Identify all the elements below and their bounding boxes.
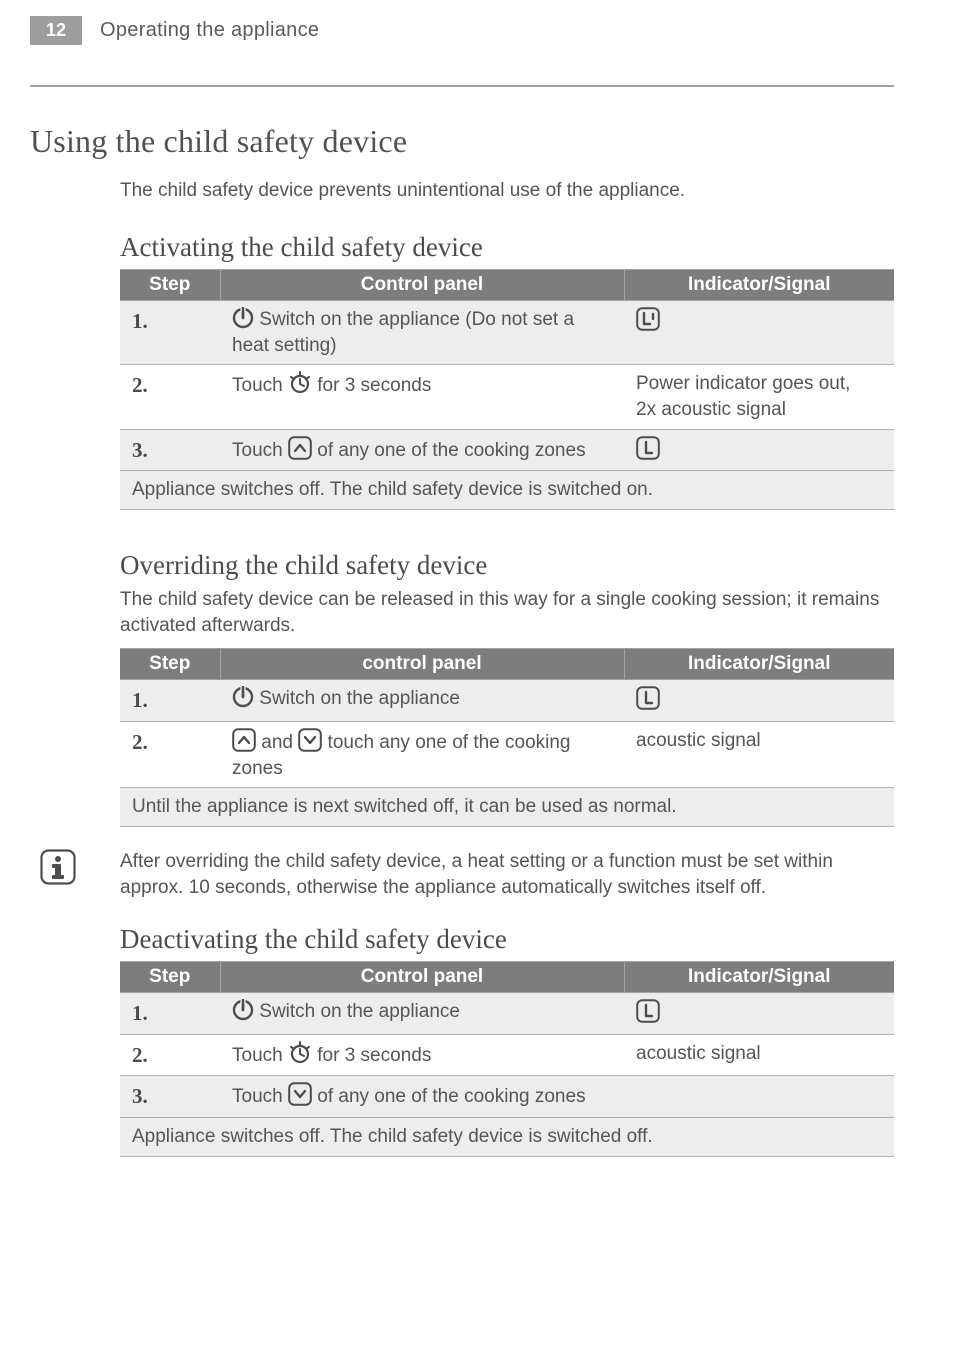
up-icon [288,436,312,460]
activate-table: Step Control panel Indicator/Signal 1. S… [120,269,894,510]
table-row: 1. Switch on the appliance [120,992,894,1034]
manual-page: 12 Operating the appliance Using the chi… [0,0,954,1229]
up-icon [232,728,256,752]
th-control: Control panel [220,961,624,992]
th-control: Control panel [220,270,624,301]
step-number: 3. [132,1084,148,1108]
cell-control: Switch on the appliance [220,992,624,1034]
override-heading: Overriding the child safety device [120,550,894,581]
cell-control: Touch for 3 seconds [220,1034,624,1076]
down-icon [298,728,322,752]
display-icon [636,307,660,331]
cell-text: of any one of the cooking zones [312,1086,586,1107]
table-row: 3. Touch of any one of the cooking zones [120,1076,894,1118]
cell-control: and touch any one of the cooking zones [220,721,624,787]
th-control: control panel [220,649,624,680]
th-indicator: Indicator/Signal [624,961,894,992]
cell-text: for 3 seconds [312,1045,431,1066]
cell-text: for 3 seconds [312,375,431,396]
page-number-badge: 12 [30,16,82,45]
cell-text: Switch on the appliance [254,688,460,709]
timer-icon [288,1041,312,1065]
table-row: 2. Touch for 3 seconds acoustic signal [120,1034,894,1076]
section-title: Using the child safety device [30,123,894,160]
timer-icon [288,371,312,395]
step-number: 1. [132,688,148,712]
cell-indicator: acoustic signal [624,1034,894,1076]
activate-heading: Activating the child safety device [120,232,894,263]
step-number: 2. [132,373,148,397]
cell-indicator: Power indicator goes out, 2x acoustic si… [624,365,894,429]
power-icon [232,999,254,1021]
cell-text: Touch [232,440,288,461]
step-number: 2. [132,1043,148,1067]
table-footer: Until the appliance is next switched off… [120,788,894,827]
running-header: 12 Operating the appliance [30,16,894,45]
table-footer-row: Until the appliance is next switched off… [120,788,894,827]
cell-text: Touch [232,375,288,396]
cell-control: Switch on the appliance [220,680,624,722]
th-step: Step [120,649,220,680]
display-icon [636,686,660,710]
step-number: 3. [132,438,148,462]
cell-indicator: acoustic signal [624,721,894,787]
cell-control: Touch of any one of the cooking zones [220,429,624,471]
cell-indicator [624,301,894,365]
table-row: 2. and touch any one of the cooking zone… [120,721,894,787]
table-footer-row: Appliance switches off. The child safety… [120,471,894,510]
cell-text: of any one of the cooking zones [312,440,586,461]
cell-control: Touch for 3 seconds [220,365,624,429]
cell-control: Touch of any one of the cooking zones [220,1076,894,1118]
table-row: 1. Switch on the appliance [120,680,894,722]
info-note: After overriding the child safety device… [30,849,894,902]
cell-indicator [624,429,894,471]
table-footer: Appliance switches off. The child safety… [120,1117,894,1156]
section-intro: The child safety device prevents uninten… [120,178,894,205]
step-number: 2. [132,730,148,754]
cell-text: Touch [232,1086,288,1107]
cell-text: Touch [232,1045,288,1066]
th-step: Step [120,270,220,301]
cell-indicator [624,680,894,722]
display-icon [636,436,660,460]
table-row: 1. Switch on the appliance (Do not set a… [120,301,894,365]
cell-text: Switch on the appliance (Do not set a he… [232,309,574,356]
display-icon [636,999,660,1023]
info-icon [40,849,76,885]
deactivate-table: Step Control panel Indicator/Signal 1. S… [120,961,894,1157]
chapter-title: Operating the appliance [100,19,319,42]
down-icon [288,1082,312,1106]
table-footer-row: Appliance switches off. The child safety… [120,1117,894,1156]
power-icon [232,686,254,708]
cell-text: and [256,732,298,753]
info-note-text: After overriding the child safety device… [120,849,894,902]
deactivate-heading: Deactivating the child safety device [120,924,894,955]
cell-control: Switch on the appliance (Do not set a he… [220,301,624,365]
th-step: Step [120,961,220,992]
step-number: 1. [132,1001,148,1025]
th-indicator: Indicator/Signal [624,270,894,301]
table-row: 3. Touch of any one of the cooking zones [120,429,894,471]
step-number: 1. [132,309,148,333]
table-row: 2. Touch for 3 seconds Power indicator g… [120,365,894,429]
cell-text: Switch on the appliance [254,1001,460,1022]
override-table: Step control panel Indicator/Signal 1. S… [120,648,894,827]
cell-indicator [624,992,894,1034]
override-intro: The child safety device can be released … [120,587,894,638]
table-footer: Appliance switches off. The child safety… [120,471,894,510]
power-icon [232,307,254,329]
th-indicator: Indicator/Signal [624,649,894,680]
